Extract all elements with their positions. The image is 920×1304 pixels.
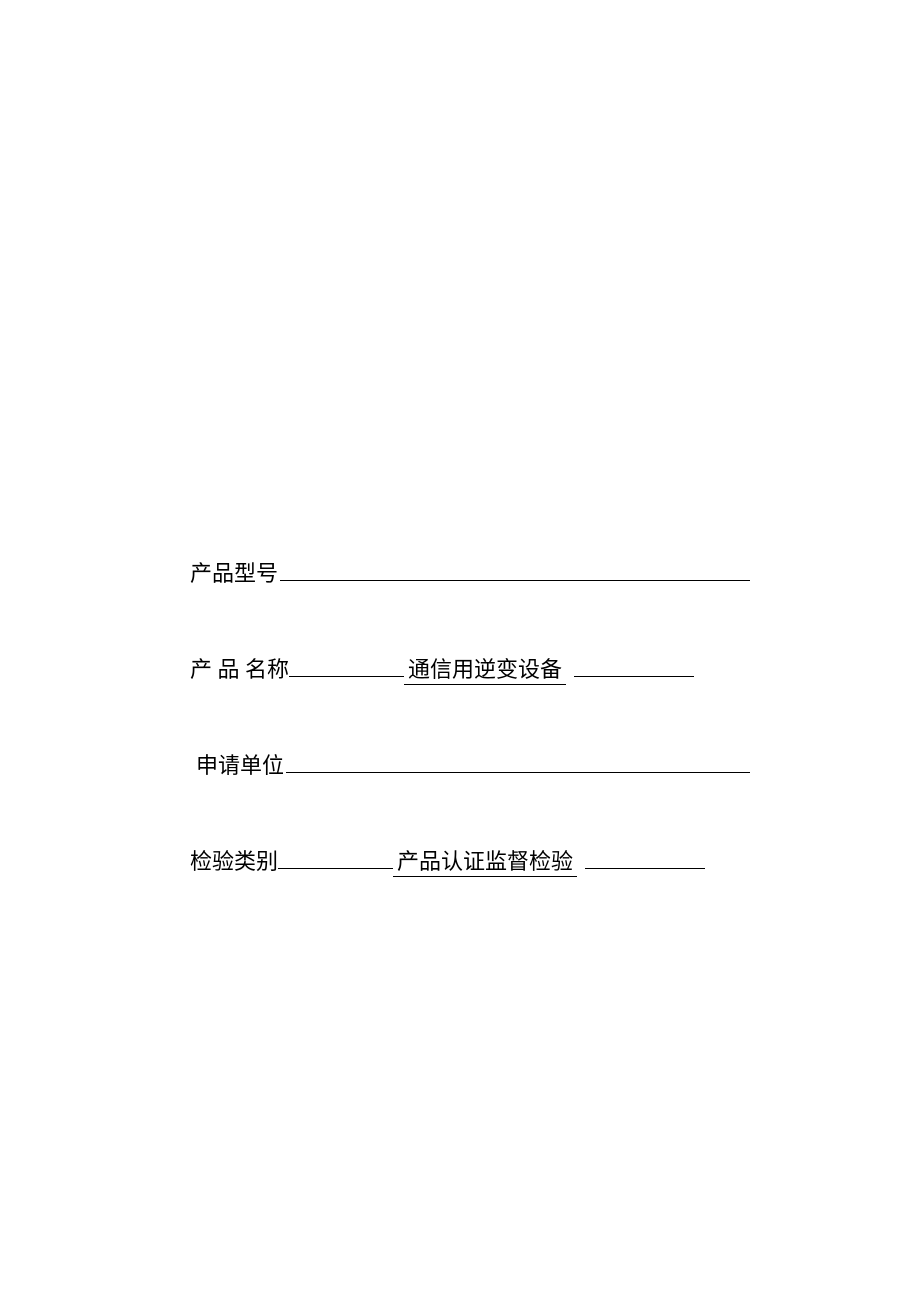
form-row-inspection-type: 检验类别 产品认证监督检验 [190,842,750,876]
form-container: 产品型号 产 品 名称 通信用逆变设备 申请单位 检验类别 产品认证监督检验 [190,555,750,939]
underline-pre-product-name [289,650,404,676]
underline-pre-inspection-type [278,842,393,868]
form-row-product-model: 产品型号 [190,555,750,588]
label-product-name: 产 品 名称 [190,652,289,684]
label-applicant: 申请单位 [196,748,284,780]
underline-product-model [280,555,750,581]
underline-post-product-name [574,650,694,676]
label-inspection-type: 检验类别 [190,844,278,876]
value-inspection-type: 产品认证监督检验 [393,844,577,877]
form-row-product-name: 产 品 名称 通信用逆变设备 [190,650,750,684]
form-row-applicant: 申请单位 [196,747,750,780]
underline-applicant [286,747,750,773]
underline-post-inspection-type [585,842,705,868]
value-product-name: 通信用逆变设备 [404,652,566,685]
label-product-model: 产品型号 [190,556,278,588]
